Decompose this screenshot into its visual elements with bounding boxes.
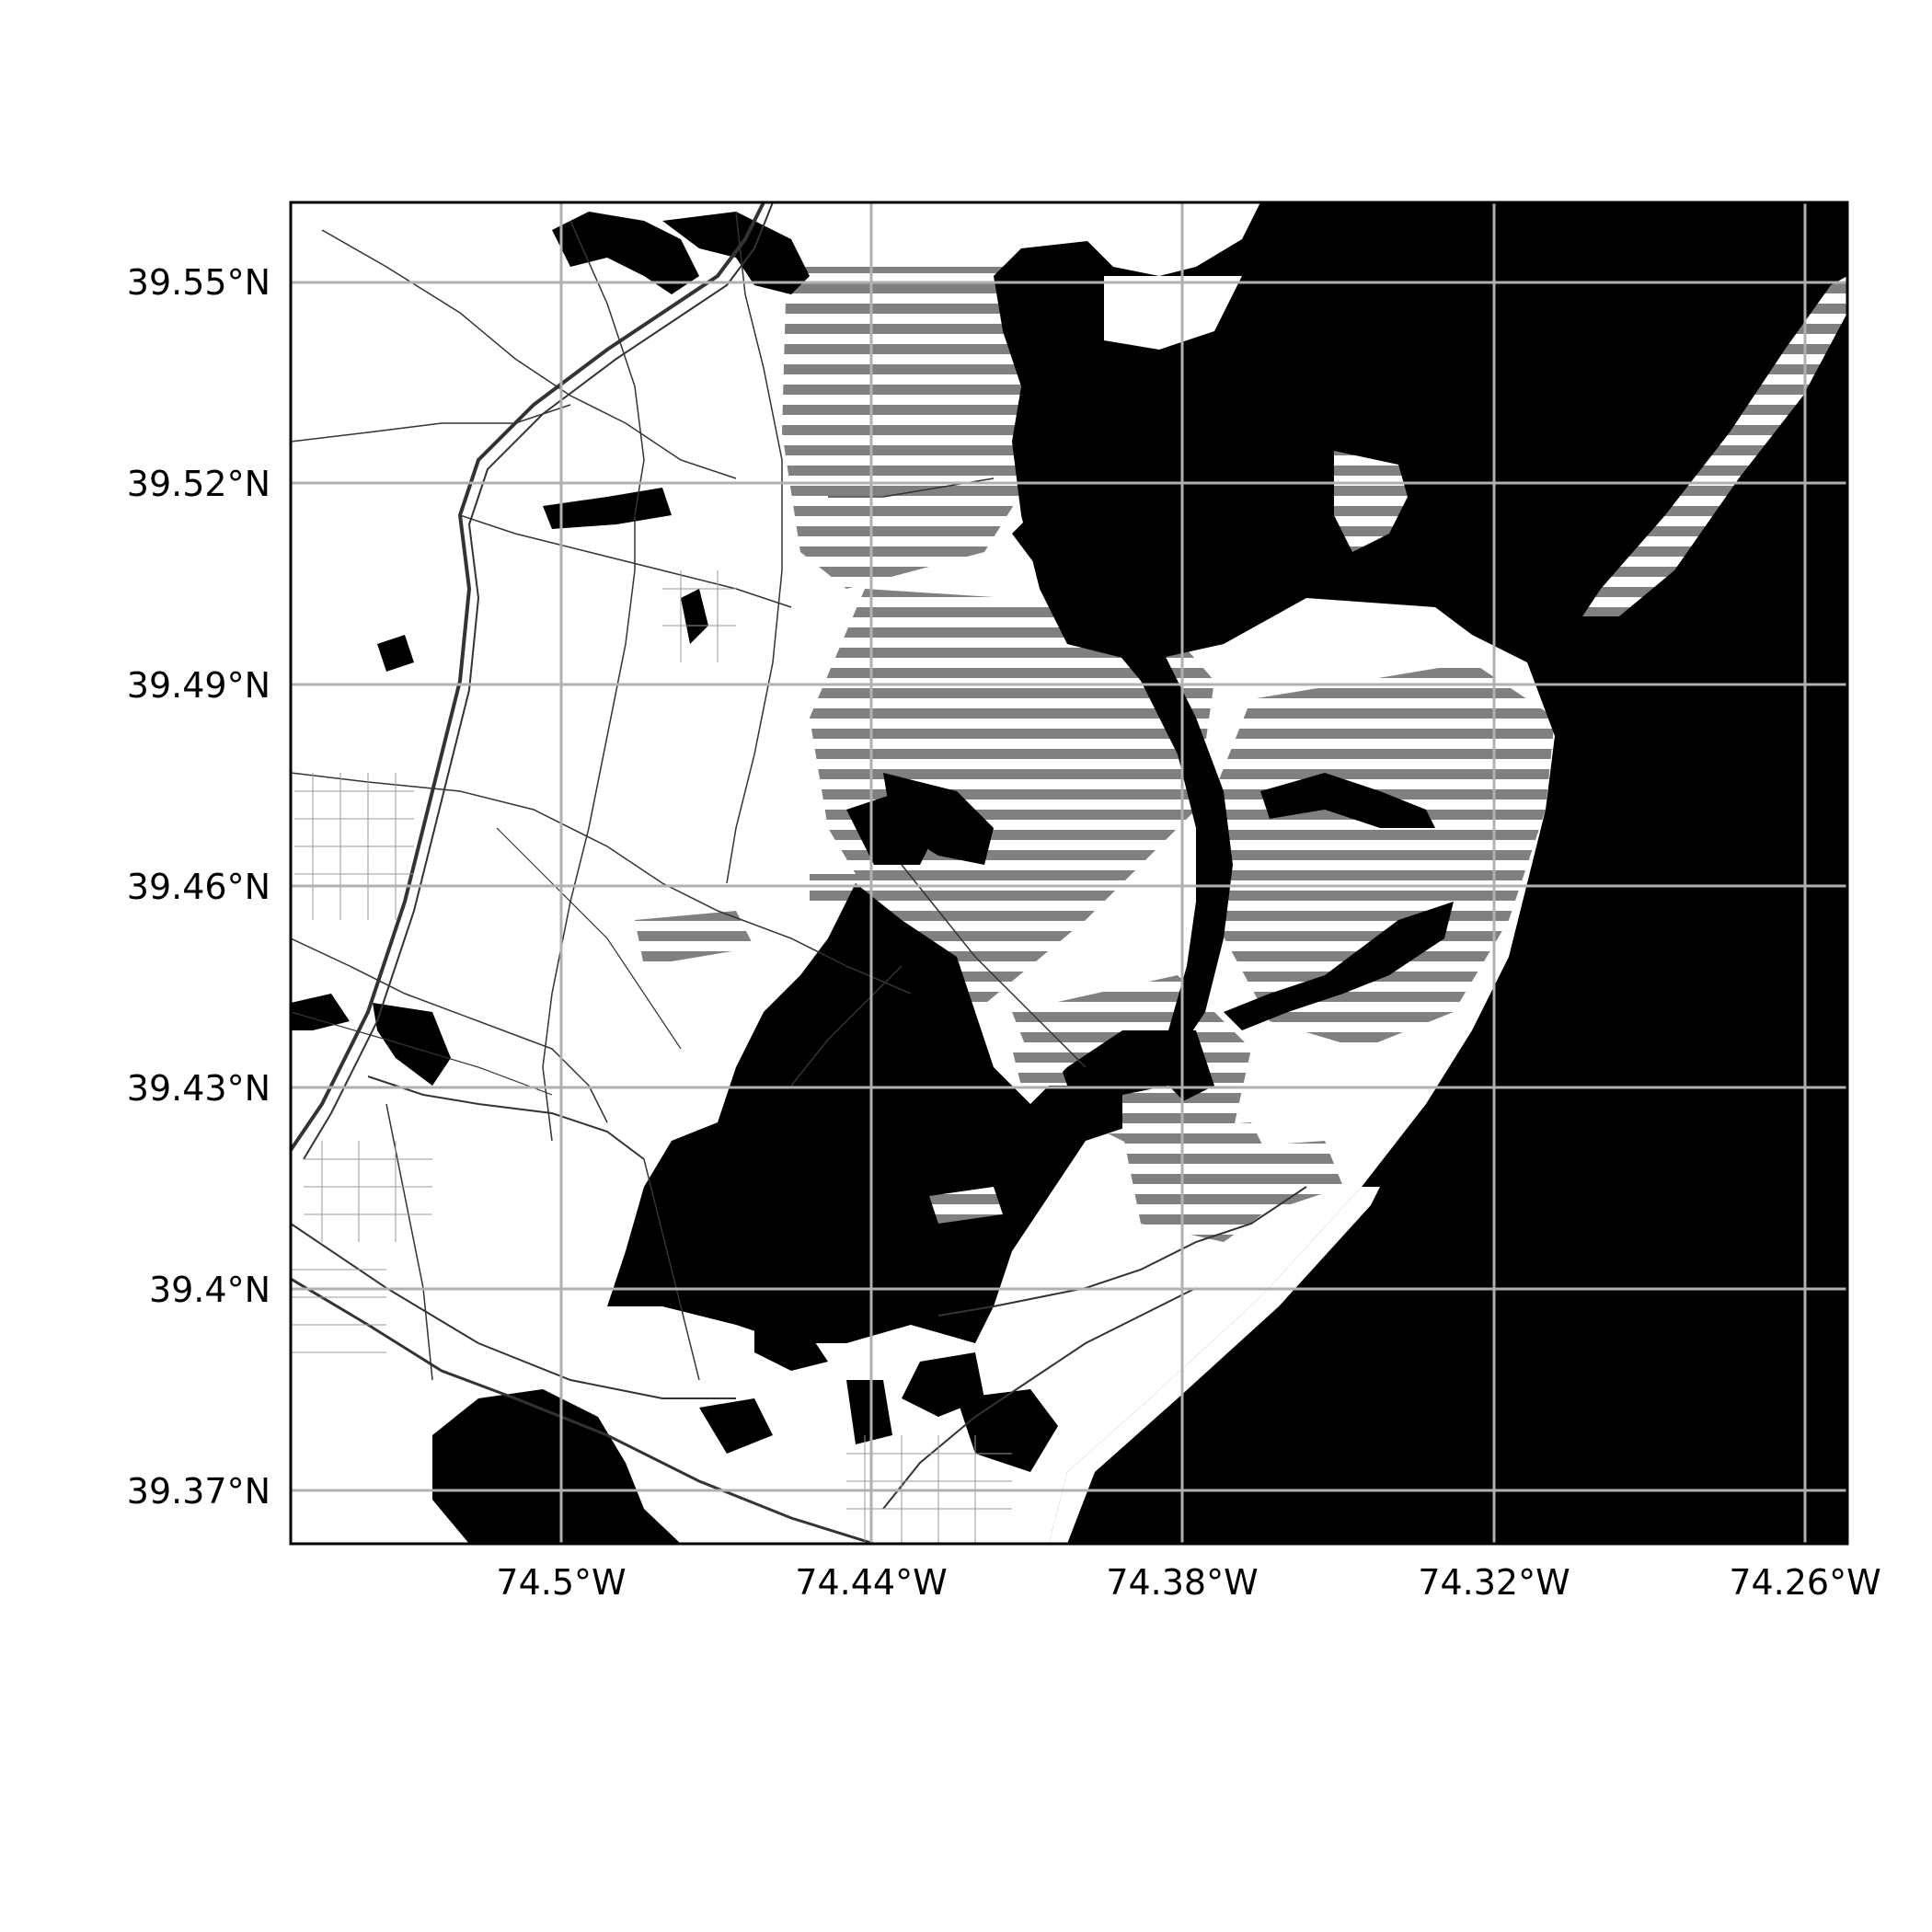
y-tick-label: 39.43°N: [127, 1068, 270, 1109]
y-tick-label: 39.4°N: [149, 1270, 270, 1310]
map-plot-area[interactable]: [291, 202, 1847, 1544]
map-gridlines: [291, 202, 1847, 1544]
roads: [291, 202, 1307, 1544]
x-tick-label: 74.38°W: [1106, 1562, 1258, 1603]
islands: [929, 451, 1408, 1224]
x-tick-label: 74.32°W: [1418, 1562, 1570, 1603]
y-tick-label: 39.49°N: [127, 665, 270, 706]
x-tick-label: 74.26°W: [1729, 1562, 1880, 1603]
x-axis-ticks: 74.5°W 74.44°W 74.38°W 74.32°W 74.26°W: [496, 1562, 1880, 1603]
water-bodies: [291, 202, 1847, 1544]
x-tick-label: 74.44°W: [795, 1562, 947, 1603]
map-frame: [289, 201, 1849, 1546]
y-tick-label: 39.52°N: [127, 464, 270, 504]
y-tick-label: 39.46°N: [127, 867, 270, 907]
y-axis-ticks: 39.55°N 39.52°N 39.49°N 39.46°N 39.43°N …: [127, 262, 270, 1512]
y-tick-label: 39.37°N: [127, 1471, 270, 1512]
x-tick-label: 74.5°W: [496, 1562, 626, 1603]
y-tick-label: 39.55°N: [127, 262, 270, 303]
barrier-island: [1049, 202, 1847, 1544]
